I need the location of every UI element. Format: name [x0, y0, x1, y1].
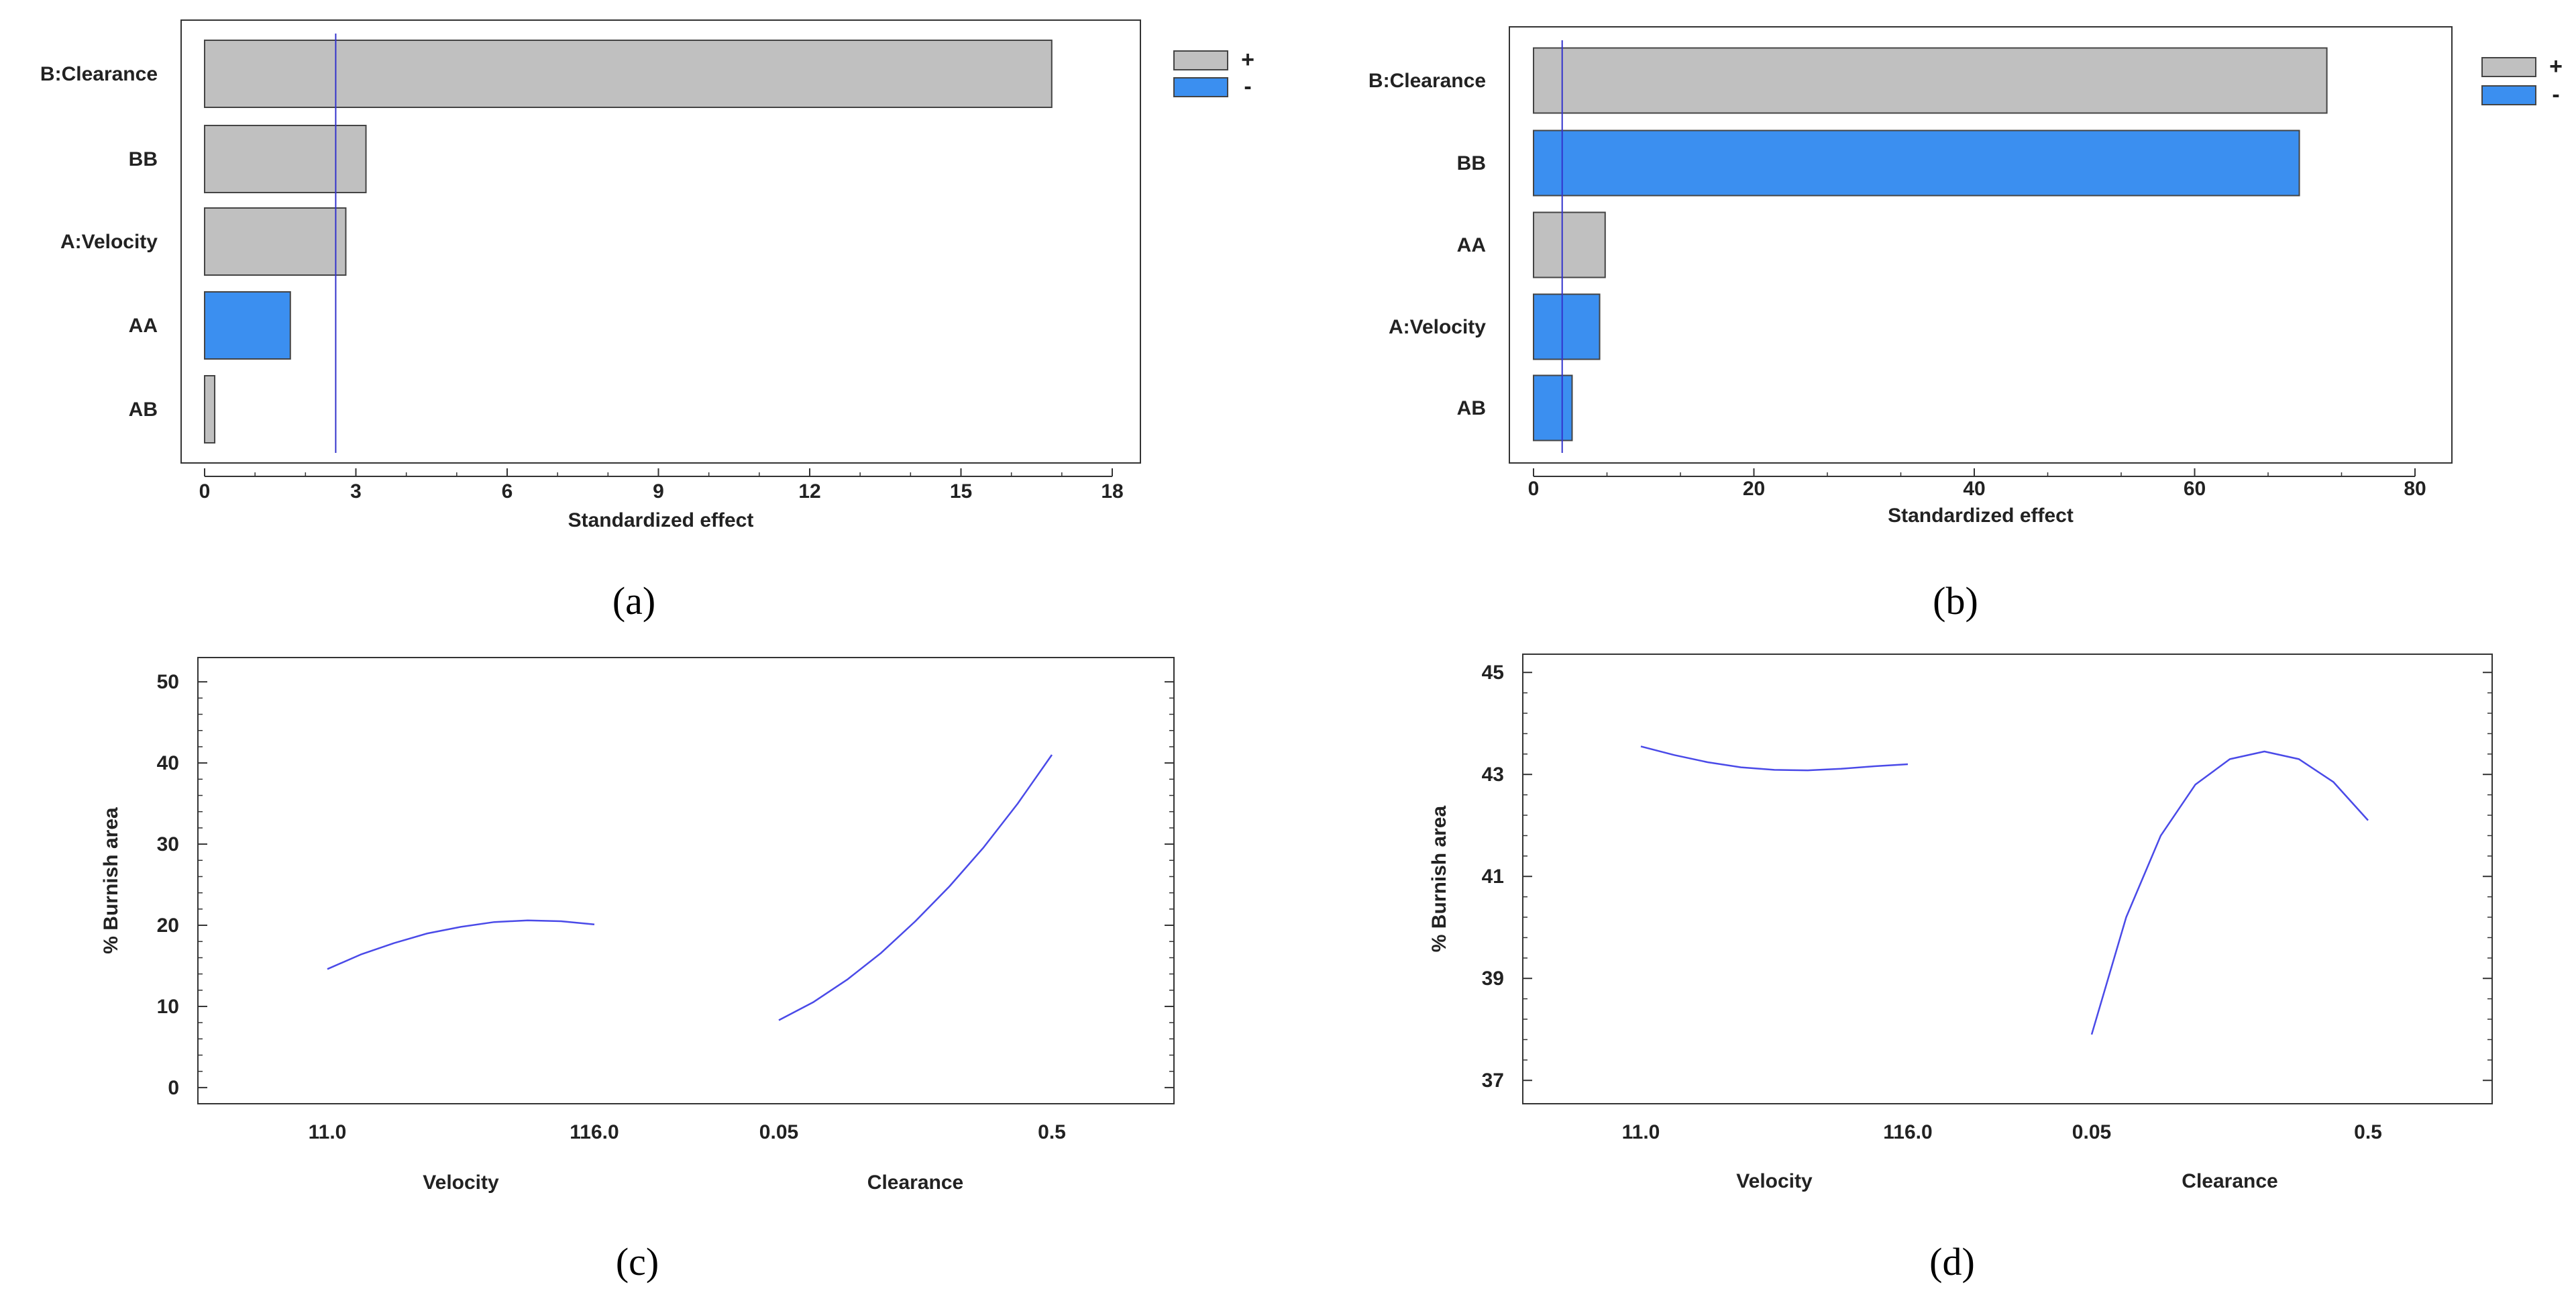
legend-label: -	[1244, 74, 1251, 99]
factor-name-label: Clearance	[867, 1172, 963, 1194]
category-label: A:Velocity	[60, 231, 158, 253]
x-tick-label: 3	[350, 480, 362, 503]
panel-label: (c)	[616, 1240, 659, 1284]
x-axis-label: Standardized effect	[568, 509, 754, 531]
legend-label: +	[2549, 54, 2563, 79]
legend-label: -	[2552, 82, 2559, 107]
x-tick-label: 15	[950, 480, 972, 503]
y-tick-label: 43	[1482, 764, 1504, 786]
y-axis-label: % Burnish area	[1428, 805, 1450, 952]
factor-high-label: 0.5	[2354, 1121, 2382, 1143]
bar-ab	[1533, 374, 1573, 441]
legend-swatch-negative	[1173, 77, 1228, 97]
legend-swatch-positive	[2481, 57, 2536, 77]
x-tick-label: 60	[2184, 478, 2206, 500]
category-label: AA	[129, 315, 158, 337]
factor-low-label: 0.05	[2072, 1121, 2111, 1143]
bar-bb	[204, 125, 367, 193]
legend-label: +	[1241, 47, 1254, 72]
bar-aa	[1533, 211, 1606, 278]
category-label: BB	[1457, 152, 1486, 174]
factor-low-label: 0.05	[759, 1121, 798, 1143]
x-tick-label: 9	[653, 480, 664, 503]
x-tick-label: 20	[1743, 478, 1765, 500]
y-tick-label: 30	[157, 833, 179, 855]
y-tick-label: 10	[157, 996, 179, 1018]
category-label: A:Velocity	[1389, 316, 1486, 338]
legend-swatch-negative	[2481, 85, 2536, 105]
category-label: AB	[129, 399, 158, 421]
chart-c: 0 10 20 30 40 50 % Burnish area 11.0 116.0 Veloci…	[100, 657, 1175, 1284]
factor-high-label: 116.0	[570, 1121, 619, 1143]
panel-label: (b)	[1933, 579, 1978, 623]
factor-high-label: 0.5	[1038, 1121, 1066, 1143]
category-label: AA	[1457, 234, 1486, 256]
bar-a-velocity	[1533, 293, 1601, 360]
chart-b: B:Clearance BB AA A:Velocity AB 0 20 40 60 80 Stan…	[1368, 26, 2563, 623]
x-tick-label: 40	[1963, 478, 1985, 500]
chart-d: 37 39 41 43 45 % Burnish area 11.0 116.0 Velocit…	[1428, 654, 2493, 1284]
y-tick-label: 39	[1482, 968, 1504, 990]
bar-bb	[1533, 129, 2300, 197]
y-tick-label: 0	[168, 1077, 179, 1099]
panel-label: (d)	[1929, 1240, 1975, 1284]
factor-name-label: Velocity	[1736, 1170, 1813, 1192]
x-tick-label: 18	[1101, 480, 1123, 503]
curve-velocity	[1640, 745, 1909, 772]
legend-swatch-positive	[1173, 50, 1228, 70]
x-axis-label: Standardized effect	[1888, 505, 2074, 527]
bar-ab	[204, 375, 216, 444]
plot-frame	[197, 657, 1175, 1104]
panel-label: (a)	[612, 579, 655, 623]
y-axis-label: % Burnish area	[100, 807, 122, 954]
y-tick-label: 40	[157, 752, 179, 774]
bar-a-velocity	[204, 207, 347, 276]
category-label: AB	[1457, 397, 1486, 419]
category-label: BB	[129, 148, 158, 170]
x-tick-label: 12	[798, 480, 820, 503]
curve-clearance	[778, 754, 1053, 1021]
factor-high-label: 116.0	[1883, 1121, 1932, 1143]
factor-low-label: 11.0	[1622, 1121, 1660, 1143]
x-tick-label: 6	[502, 480, 513, 503]
y-tick-label: 45	[1482, 662, 1504, 684]
curve-velocity	[327, 919, 595, 970]
plot-frame	[1509, 26, 2453, 464]
curve-clearance	[2090, 750, 2369, 1035]
category-label: B:Clearance	[1368, 70, 1486, 92]
bar-b-clearance	[204, 40, 1053, 108]
factor-name-label: Velocity	[423, 1172, 499, 1194]
x-tick-label: 80	[2404, 478, 2426, 500]
y-tick-label: 50	[157, 671, 179, 693]
y-tick-label: 41	[1482, 866, 1504, 888]
x-tick-label: 0	[1528, 478, 1540, 500]
y-tick-label: 20	[157, 915, 179, 937]
factor-low-label: 11.0	[309, 1121, 347, 1143]
y-tick-label: 37	[1482, 1070, 1504, 1092]
plot-frame	[1522, 654, 2493, 1104]
x-tick-label: 0	[199, 480, 211, 503]
bar-aa	[204, 291, 291, 360]
bar-b-clearance	[1533, 47, 2328, 114]
factor-name-label: Clearance	[2182, 1170, 2277, 1192]
plot-frame	[180, 19, 1141, 464]
chart-a: B:Clearance BB A:Velocity AA AB 0 3 6 9 12 15 18 Sta…	[40, 19, 1254, 623]
category-label: B:Clearance	[40, 63, 158, 85]
